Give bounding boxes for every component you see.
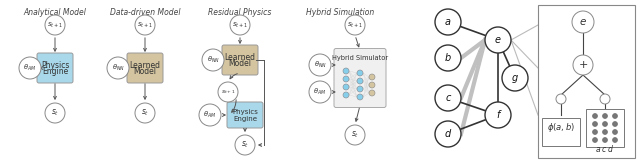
Text: Analytical Model: Analytical Model [24,8,86,17]
Circle shape [107,57,129,79]
Circle shape [343,76,349,82]
Circle shape [357,78,363,84]
Circle shape [612,129,618,134]
Text: $\theta_{AM}$: $\theta_{AM}$ [24,63,36,73]
Text: $\theta_{AM}$: $\theta_{AM}$ [204,110,216,120]
Circle shape [593,138,598,142]
Text: Physics: Physics [41,60,69,69]
Circle shape [435,45,461,71]
Text: $s_t$: $s_t$ [241,140,249,150]
Text: f: f [496,110,500,120]
Text: c: c [445,93,451,103]
Circle shape [600,94,610,104]
Circle shape [435,121,461,147]
Circle shape [602,129,607,134]
Text: Physics: Physics [232,109,258,115]
Circle shape [612,138,618,142]
Circle shape [135,103,155,123]
Circle shape [357,70,363,76]
Circle shape [369,90,375,96]
Circle shape [19,57,41,79]
Text: Learned: Learned [129,60,161,69]
Circle shape [593,129,598,134]
Text: $\theta_{NN}$: $\theta_{NN}$ [207,55,220,65]
FancyBboxPatch shape [127,53,163,83]
Circle shape [502,65,528,91]
Circle shape [602,113,607,119]
Text: Engine: Engine [42,67,68,76]
Text: a: a [445,17,451,27]
Text: d: d [445,129,451,139]
Circle shape [435,9,461,35]
Text: Model: Model [134,67,157,76]
Text: $\theta_{NN}$: $\theta_{NN}$ [314,60,326,70]
Circle shape [485,27,511,53]
Circle shape [435,85,461,111]
Circle shape [357,94,363,100]
Text: $s_{t+1}$: $s_{t+1}$ [221,88,236,96]
Text: $s_t$: $s_t$ [51,108,59,118]
Circle shape [593,113,598,119]
Circle shape [485,102,511,128]
Circle shape [593,121,598,126]
Circle shape [602,121,607,126]
Text: Hybrid Simulation: Hybrid Simulation [306,8,374,17]
Circle shape [345,125,365,145]
Circle shape [202,49,224,71]
Text: Learned: Learned [225,52,255,61]
Circle shape [309,81,331,103]
FancyBboxPatch shape [334,49,386,108]
Text: Model: Model [228,59,252,68]
FancyBboxPatch shape [227,102,263,128]
Text: $s_t$: $s_t$ [351,130,359,140]
FancyBboxPatch shape [37,53,73,83]
Bar [538,5,635,158]
Circle shape [199,104,221,126]
Text: $s_t$: $s_t$ [141,108,149,118]
Text: Residual Physics: Residual Physics [208,8,272,17]
Circle shape [235,135,255,155]
Text: b: b [445,53,451,63]
Circle shape [343,92,349,98]
FancyBboxPatch shape [542,118,580,146]
Text: $s_{t+1}$: $s_{t+1}$ [137,20,153,30]
Text: Data-driven Model: Data-driven Model [109,8,180,17]
Circle shape [343,84,349,90]
Text: e: e [580,17,586,27]
Text: $a\;c\;d$: $a\;c\;d$ [595,142,615,154]
Text: $\theta_{AM}$: $\theta_{AM}$ [314,87,326,97]
Circle shape [135,15,155,35]
Text: g: g [512,73,518,83]
Circle shape [602,138,607,142]
Circle shape [556,94,566,104]
Text: Engine: Engine [233,116,257,122]
Circle shape [309,54,331,76]
Circle shape [612,113,618,119]
Circle shape [573,55,593,75]
Circle shape [357,86,363,92]
Text: $\phi(a,b)$: $\phi(a,b)$ [547,121,575,134]
Circle shape [45,15,65,35]
Circle shape [369,74,375,80]
Circle shape [612,121,618,126]
Circle shape [369,82,375,88]
Text: Hybrid Simulator: Hybrid Simulator [332,55,388,61]
Circle shape [572,11,594,33]
Text: $s_{t+1}$: $s_{t+1}$ [347,20,363,30]
Circle shape [345,15,365,35]
Text: $s_{t+1}$: $s_{t+1}$ [47,20,63,30]
Text: $s_{t+1}$: $s_{t+1}$ [232,20,248,30]
FancyBboxPatch shape [586,109,624,147]
Text: $\theta_{NN}$: $\theta_{NN}$ [111,63,124,73]
Circle shape [230,15,250,35]
Circle shape [343,68,349,74]
Text: +: + [579,60,588,70]
Circle shape [45,103,65,123]
Circle shape [218,82,238,102]
Text: e: e [495,35,501,45]
FancyBboxPatch shape [222,45,258,75]
